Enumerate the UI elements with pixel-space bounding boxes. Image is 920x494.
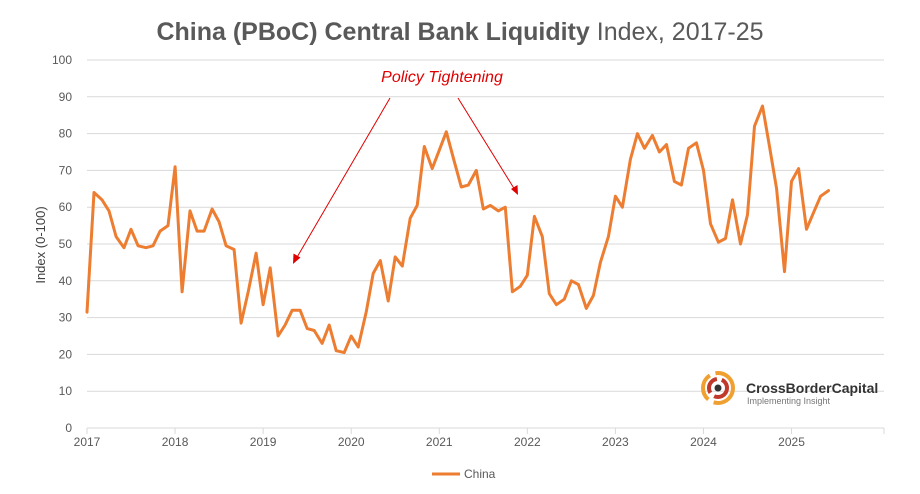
annotation-policy-tightening: Policy Tightening [293,69,518,264]
chart-title-rest: Index, 2017-25 [590,18,764,46]
y-tick-label-30: 30 [59,311,73,325]
y-tick-label-60: 60 [59,200,73,214]
annotation-text: Policy Tightening [381,69,503,86]
annotation-arrow-left [295,97,391,260]
chart-title: China (PBoC) Central Bank Liquidity Inde… [156,18,763,46]
x-tick-label-2017: 2017 [74,435,101,449]
x-tick-label-2022: 2022 [514,435,541,449]
y-tick-label-80: 80 [59,127,73,141]
legend-label-china: China [464,467,496,481]
y-tick-label-100: 100 [52,53,72,67]
x-axis-ticks: 2017 2018 2019 2020 2021 2022 2023 2024 2025 [74,428,885,449]
crossborder-logo: CrossBorderCapital Implementing Insight [701,371,878,406]
y-tick-label-0: 0 [65,421,72,435]
x-tick-label-2023: 2023 [602,435,629,449]
x-tick-label-2024: 2024 [690,435,717,449]
y-tick-label-70: 70 [59,163,73,177]
annotation-arrowhead-left [293,253,301,264]
x-tick-label-2021: 2021 [426,435,453,449]
series-line-china [85,104,830,355]
x-tick-label-2025: 2025 [778,435,805,449]
x-tick-label-2020: 2020 [338,435,365,449]
y-axis-ticks: 0 10 20 30 40 50 60 70 80 90 100 [52,53,72,435]
x-tick-label-2018: 2018 [162,435,189,449]
logo-name: CrossBorderCapital [746,380,878,396]
y-tick-label-50: 50 [59,237,73,251]
y-tick-label-10: 10 [59,384,73,398]
legend: China [432,467,496,481]
y-tick-label-40: 40 [59,274,73,288]
logo-tagline: Implementing Insight [747,396,831,406]
annotation-arrow-right [457,97,516,191]
x-tick-label-2019: 2019 [250,435,277,449]
y-axis-title: Index (0-100) [33,206,48,283]
crossborder-logo-icon [701,371,735,405]
gridlines [87,59,884,429]
y-tick-label-90: 90 [59,90,73,104]
y-tick-label-20: 20 [59,347,73,361]
annotation-arrowhead-right [511,185,518,195]
chart-title-bold: China (PBoC) Central Bank Liquidity [156,18,589,46]
